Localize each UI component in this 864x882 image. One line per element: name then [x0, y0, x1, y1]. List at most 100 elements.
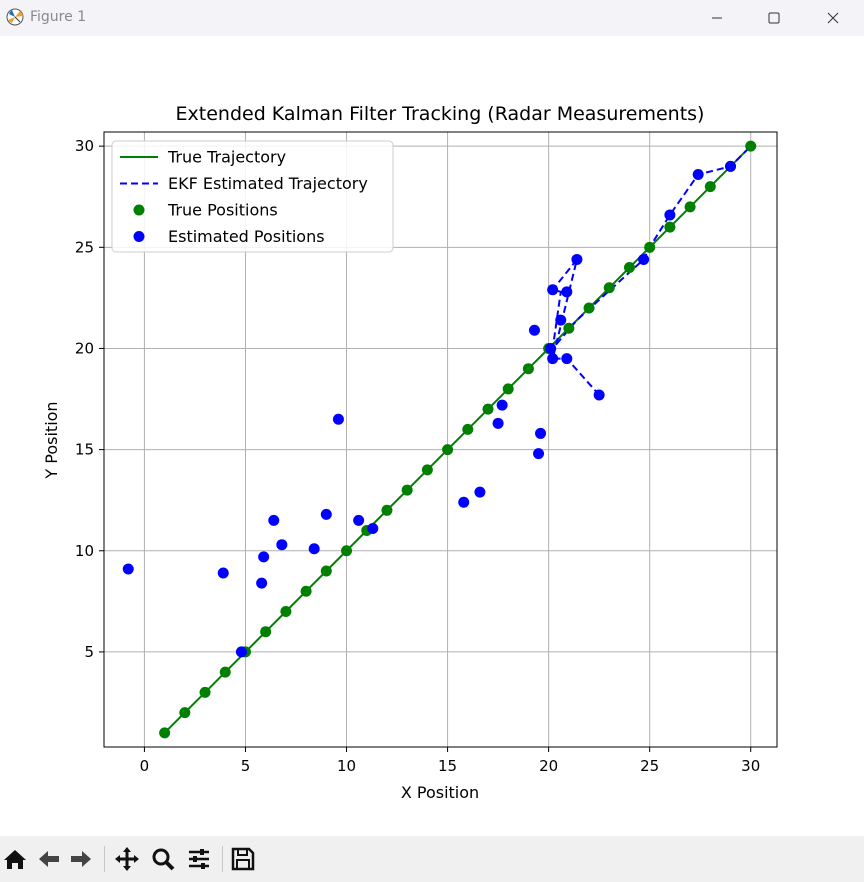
estimated-positions-point: [367, 523, 379, 535]
true-positions-point: [522, 363, 534, 375]
x-tick-label: 10: [337, 757, 356, 775]
estimated-positions-point: [561, 286, 573, 298]
axes-frame: [103, 131, 778, 748]
true-positions-point: [482, 403, 494, 415]
estimated-positions-point: [547, 284, 559, 296]
x-tick-label: 20: [539, 757, 558, 775]
estimated-positions-point: [547, 353, 559, 365]
back-icon: [39, 851, 59, 867]
pan-icon: [115, 847, 139, 871]
true-positions-point: [179, 707, 191, 719]
x-tick-label: 30: [741, 757, 760, 775]
plot-area: [122, 140, 757, 739]
estimated-positions-point: [725, 160, 737, 172]
save-button[interactable]: [228, 844, 258, 874]
true-positions-point: [462, 423, 474, 435]
legend-label-ekf-estimated-trajectory: EKF Estimated Trajectory: [168, 174, 368, 193]
save-icon: [231, 847, 255, 871]
pan-button[interactable]: [112, 844, 142, 874]
estimated-positions-point: [122, 563, 134, 575]
configure-subplots-icon: [189, 849, 209, 869]
true-positions-point: [442, 444, 454, 456]
ekf-estimated-trajectory-line: [550, 145, 752, 396]
y-axis-label: Y Position: [42, 401, 61, 479]
estimated-positions-point: [593, 389, 605, 401]
estimated-positions-point: [353, 514, 365, 526]
x-tick-label: 0: [140, 757, 150, 775]
estimated-positions-point: [692, 168, 704, 180]
true-positions-point: [745, 140, 757, 152]
estimated-positions-point: [217, 567, 229, 579]
maximize-button[interactable]: [746, 0, 802, 36]
estimated-positions-point: [276, 539, 288, 551]
legend-box: [111, 140, 394, 253]
matplotlib-logo-icon: [6, 8, 24, 26]
back-button[interactable]: [34, 844, 64, 874]
minimize-button[interactable]: [689, 0, 745, 36]
true-positions-point: [704, 181, 716, 193]
true-positions-point: [159, 727, 171, 739]
estimated-positions-point: [545, 342, 557, 354]
estimated-positions-point: [258, 551, 270, 563]
estimated-positions-point: [332, 413, 344, 425]
estimated-positions-point: [268, 514, 280, 526]
x-tick-label: 15: [438, 757, 457, 775]
true-positions-point: [664, 221, 676, 233]
true-positions-point: [401, 484, 413, 496]
configure-subplots-button[interactable]: [184, 844, 214, 874]
legend-label-estimated-positions: Estimated Positions: [168, 227, 325, 246]
minimize-icon: [712, 17, 722, 19]
estimated-positions-point: [535, 427, 547, 439]
x-axis-label: X Position: [401, 783, 479, 802]
true-positions-point: [623, 262, 635, 274]
true-positions-point: [320, 565, 332, 577]
true-positions-point: [563, 322, 575, 334]
estimated-positions-point: [561, 353, 573, 365]
x-tick-label: 25: [640, 757, 659, 775]
true-positions-point: [300, 585, 312, 597]
forward-button[interactable]: [66, 844, 96, 874]
estimated-positions-point: [308, 543, 320, 555]
y-tick-label: 20: [75, 339, 94, 357]
legend-label-true-trajectory: True Trajectory: [167, 148, 286, 167]
legend-swatch-estimated-positions: [133, 231, 145, 242]
zoom-icon: [152, 848, 175, 871]
home-button[interactable]: [0, 844, 30, 874]
window-title: Figure 1: [30, 9, 87, 25]
zoom-button[interactable]: [148, 844, 178, 874]
estimated-positions-point: [474, 486, 486, 498]
y-tick-label: 5: [84, 643, 94, 661]
legend-label-true-positions: True Positions: [167, 201, 278, 220]
y-tick-label: 25: [75, 238, 94, 256]
estimated-positions-point: [638, 253, 650, 265]
true-positions-point: [684, 201, 696, 213]
forward-icon: [71, 851, 91, 867]
estimated-positions-point: [555, 314, 567, 326]
y-tick-label: 30: [75, 137, 94, 155]
figure-canvas: 0 5 10 15 20 25 30 5 10 15 20 25 30 Extended Kalman …: [0, 36, 864, 836]
ticks: 0 5 10 15 20 25 30 5 10 15 20 25 30: [75, 137, 760, 775]
x-tick-label: 5: [241, 757, 251, 775]
true-positions-point: [341, 545, 353, 557]
true-positions-point: [199, 686, 211, 698]
estimated-positions-point: [235, 646, 247, 658]
legend-swatch-true-positions: [133, 204, 145, 216]
y-tick-label: 10: [75, 542, 94, 560]
true-positions-point: [219, 666, 231, 678]
window-titlebar: Figure 1: [0, 0, 864, 36]
home-icon: [4, 850, 26, 869]
true-positions-point: [421, 464, 433, 476]
estimated-positions-point: [528, 324, 540, 336]
estimated-positions-point: [571, 253, 583, 265]
legend: True Trajectory EKF Estimated Trajectory T…: [111, 140, 394, 253]
toolbar-separator: [222, 846, 223, 872]
true-positions-point: [644, 241, 656, 253]
true-positions-point: [381, 504, 393, 516]
kalman-tracking-chart: 0 5 10 15 20 25 30 5 10 15 20 25 30 Extended Kalman …: [42, 103, 778, 802]
estimated-positions-point: [320, 508, 332, 520]
estimated-positions-point: [533, 448, 545, 460]
close-button[interactable]: [805, 0, 861, 36]
estimated-positions-point: [256, 577, 268, 589]
maximize-icon: [768, 12, 780, 24]
chart-title: Extended Kalman Filter Tracking (Radar M…: [176, 103, 705, 125]
